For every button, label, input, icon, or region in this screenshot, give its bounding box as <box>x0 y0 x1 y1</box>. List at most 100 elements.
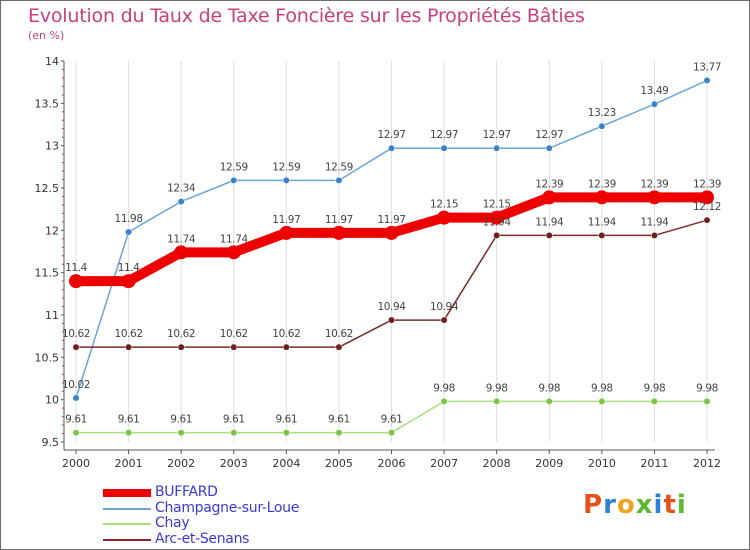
y-tick-label: 14 <box>45 55 59 68</box>
data-label: 11.94 <box>535 216 564 228</box>
data-label: 11.94 <box>640 216 669 228</box>
x-tick-label: 2001 <box>115 457 143 470</box>
legend-label: Chay <box>155 515 190 531</box>
legend-label: BUFFARD <box>155 484 218 500</box>
data-point <box>703 77 711 84</box>
data-label: 9.61 <box>381 414 403 426</box>
data-point <box>177 429 185 437</box>
data-label: 9.61 <box>65 414 87 426</box>
data-label: 9.98 <box>486 382 508 394</box>
data-point <box>230 429 238 437</box>
logo-letter: i <box>676 490 687 520</box>
data-point <box>542 190 557 205</box>
data-label: 13.23 <box>588 107 616 119</box>
data-point <box>388 144 395 152</box>
data-point <box>598 397 606 405</box>
y-tick-label: 12 <box>45 224 59 237</box>
data-label: 11.97 <box>377 214 405 226</box>
data-label: 11.97 <box>272 214 300 226</box>
data-point <box>177 343 185 351</box>
logo-letter: r <box>603 490 617 520</box>
data-point <box>545 397 553 405</box>
data-point <box>125 429 133 437</box>
data-point <box>647 190 662 205</box>
legend-swatch <box>103 523 151 525</box>
data-point <box>493 144 501 152</box>
data-label: 12.15 <box>483 199 511 211</box>
x-tick-label: 2007 <box>430 457 458 470</box>
data-label: 12.39 <box>535 178 563 190</box>
data-point <box>384 225 399 240</box>
x-tick-label: 2009 <box>535 457 563 470</box>
data-point <box>545 231 553 239</box>
y-tick-label: 11.5 <box>35 267 60 280</box>
data-label: 11.98 <box>115 213 143 225</box>
data-point <box>335 429 343 437</box>
y-tick-label: 10 <box>45 394 59 407</box>
proxiti-logo[interactable]: Proxiti <box>583 490 687 520</box>
data-point <box>703 397 711 405</box>
y-tick-label: 9.5 <box>42 436 60 449</box>
x-tick-label: 2005 <box>325 457 353 470</box>
data-label: 10.94 <box>430 301 459 313</box>
data-label: 9.98 <box>591 382 613 394</box>
data-label: 12.97 <box>483 129 511 141</box>
data-label: 10.62 <box>115 328 143 340</box>
legend-label: Arc-et-Senans <box>155 530 250 547</box>
data-label: 12.34 <box>167 183 196 195</box>
x-tick-label: 2006 <box>378 457 406 470</box>
data-label: 10.62 <box>62 328 90 340</box>
data-label: 12.12 <box>693 201 721 213</box>
data-label: 12.97 <box>430 129 458 141</box>
data-label: 10.62 <box>220 328 248 340</box>
axes: 9.5 10 10.5 11 11.5 12 12.5 13 13.5 14 2000 2001 200… <box>35 55 722 470</box>
chart-title: Evolution du Taux de Taxe Foncière sur l… <box>28 5 585 27</box>
data-label: 9.98 <box>644 382 666 394</box>
data-point <box>650 231 658 239</box>
data-point <box>493 231 501 239</box>
data-label: 11.74 <box>220 233 249 245</box>
x-tick-label: 2012 <box>693 457 721 470</box>
data-label: 10.62 <box>272 328 300 340</box>
data-point <box>282 343 290 351</box>
data-point <box>598 231 606 239</box>
data-point <box>282 176 290 184</box>
data-point <box>493 397 501 405</box>
data-label: 9.98 <box>433 382 455 394</box>
data-label: 12.59 <box>272 161 300 173</box>
data-point <box>650 100 658 108</box>
legend-swatch <box>103 538 151 541</box>
data-label: 9.98 <box>696 382 718 394</box>
logo-letter: o <box>616 490 636 520</box>
data-point <box>69 274 83 289</box>
data-label: 9.61 <box>328 414 350 426</box>
data-point <box>335 176 343 184</box>
data-point <box>331 225 346 240</box>
data-label: 12.39 <box>640 178 668 190</box>
data-point <box>440 397 448 405</box>
x-tick-label: 2008 <box>483 457 511 470</box>
data-label: 12.39 <box>588 178 616 190</box>
data-point <box>388 429 395 437</box>
x-tick-label: 2011 <box>640 457 668 470</box>
y-tick-label: 13 <box>45 140 59 153</box>
data-point <box>125 228 133 236</box>
data-point <box>598 122 606 130</box>
data-label: 11.4 <box>65 262 87 274</box>
data-label: 9.61 <box>170 414 192 426</box>
data-point <box>282 429 290 437</box>
data-point <box>388 316 395 324</box>
data-label: 10.02 <box>62 379 90 391</box>
data-point <box>440 144 448 152</box>
data-point <box>72 343 80 351</box>
data-point <box>230 176 238 184</box>
data-point <box>230 343 238 351</box>
data-point <box>545 144 553 152</box>
data-point <box>440 316 448 324</box>
data-point <box>226 245 241 260</box>
data-label: 10.94 <box>377 301 406 313</box>
x-tick-label: 2010 <box>588 457 616 470</box>
logo-letter: P <box>583 490 604 520</box>
data-point <box>72 394 80 402</box>
